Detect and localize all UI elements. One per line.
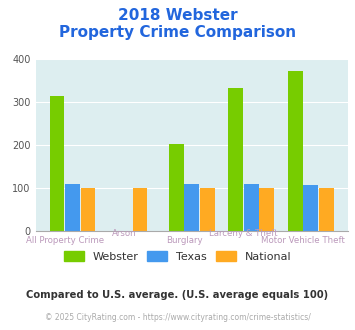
- Bar: [304, 185, 318, 231]
- Bar: [228, 88, 243, 231]
- Bar: [65, 184, 80, 231]
- Text: All Property Crime: All Property Crime: [26, 236, 104, 245]
- Bar: [200, 188, 214, 231]
- Bar: [244, 184, 259, 231]
- Text: Property Crime Comparison: Property Crime Comparison: [59, 25, 296, 40]
- Legend: Webster, Texas, National: Webster, Texas, National: [59, 247, 296, 267]
- Text: Compared to U.S. average. (U.S. average equals 100): Compared to U.S. average. (U.S. average …: [26, 290, 329, 300]
- Text: Arson: Arson: [112, 229, 137, 238]
- Bar: [319, 188, 334, 231]
- Bar: [260, 188, 274, 231]
- Text: 2018 Webster: 2018 Webster: [118, 8, 237, 23]
- Text: Burglary: Burglary: [166, 236, 202, 245]
- Text: Motor Vehicle Theft: Motor Vehicle Theft: [261, 236, 345, 245]
- Bar: [132, 188, 147, 231]
- Bar: [50, 96, 64, 231]
- Text: © 2025 CityRating.com - https://www.cityrating.com/crime-statistics/: © 2025 CityRating.com - https://www.city…: [45, 313, 310, 322]
- Text: Larceny & Theft: Larceny & Theft: [209, 229, 278, 238]
- Bar: [288, 71, 303, 231]
- Bar: [184, 184, 199, 231]
- Bar: [169, 144, 184, 231]
- Bar: [81, 188, 95, 231]
